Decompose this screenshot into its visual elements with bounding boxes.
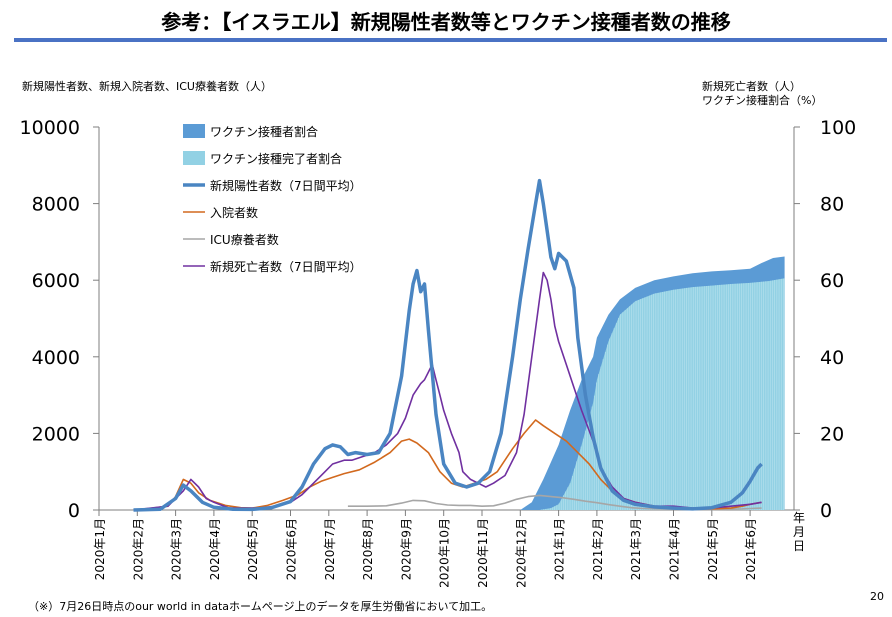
right-axis-tick-label: 20 <box>820 423 844 445</box>
x-axis-tick-label: 2021年3月 <box>629 518 643 580</box>
title-underline <box>14 38 887 42</box>
x-axis-tick-label: 2021年2月 <box>591 518 605 580</box>
x-axis-tick-label: 2020年6月 <box>285 518 299 580</box>
legend-swatch <box>183 124 205 138</box>
page-number: 20 <box>870 590 884 603</box>
left-axis-caption: 新規陽性者数、新規入院者数、ICU療養者数（人） <box>22 80 272 93</box>
x-axis-tick-label: 2020年12月 <box>514 518 528 588</box>
right-axis-tick-label: 40 <box>820 347 844 369</box>
right-axis-tick-label: 80 <box>820 194 844 216</box>
x-axis-end-label-char: 月 <box>793 525 805 539</box>
page-title: 参考：【イスラエル】新規陽性者数等とワクチン接種者数の推移 <box>161 10 731 34</box>
left-axis-tick-label: 0 <box>68 500 80 522</box>
right-axis-caption: 新規死亡者数（人） ワクチン接種割合（%） <box>702 80 822 108</box>
legend-swatch <box>183 151 205 165</box>
left-axis-tick-label: 4000 <box>32 347 80 369</box>
left-axis-tick-label: 2000 <box>32 423 80 445</box>
x-axis-tick-label: 2021年5月 <box>706 518 720 580</box>
x-axis-end-label-char: 日 <box>793 539 805 553</box>
x-axis-tick-label: 2020年3月 <box>170 518 184 580</box>
legend-label: 新規死亡者数（7日間平均） <box>210 259 362 274</box>
legend-label: ICU療養者数 <box>210 232 279 247</box>
right-axis-tick-label: 0 <box>820 500 832 522</box>
left-axis-tick-label: 10000 <box>20 117 80 139</box>
x-axis-tick-label: 2021年4月 <box>668 518 682 580</box>
x-axis-tick-label: 2020年4月 <box>208 518 222 580</box>
x-axis-tick-label: 2021年1月 <box>553 518 567 580</box>
x-axis-tick-label: 2020年7月 <box>323 518 337 580</box>
x-axis-end-label-char: 年 <box>793 511 805 525</box>
legend-label: ワクチン接種者割合 <box>210 124 318 139</box>
x-axis-tick-label: 2020年5月 <box>246 518 260 580</box>
x-axis-tick-label: 2020年9月 <box>399 518 413 580</box>
legend-label: ワクチン接種完了者割合 <box>210 151 342 166</box>
legend-label: 入院者数 <box>210 205 258 220</box>
line-series-3 <box>133 178 763 512</box>
x-axis-tick-label: 2020年10月 <box>438 518 452 588</box>
x-axis-tick-label: 2020年1月 <box>93 518 107 580</box>
right-axis-caption-line-2: ワクチン接種割合（%） <box>702 94 823 107</box>
x-axis-tick-label: 2020年2月 <box>131 518 145 580</box>
x-axis-tick-label: 2020年11月 <box>476 518 490 588</box>
right-axis-caption-line-1: 新規死亡者数（人） <box>702 80 801 93</box>
left-axis-tick-label: 6000 <box>32 270 80 292</box>
x-axis-tick-label: 2020年8月 <box>361 518 375 580</box>
footnote: （※）7月26日時点のour world in dataホームページ上のデータを… <box>28 600 493 613</box>
left-axis-tick-label: 8000 <box>32 194 80 216</box>
legend-label: 新規陽性者数（7日間平均） <box>210 178 362 193</box>
x-axis-tick-label: 2021年6月 <box>744 518 758 580</box>
right-axis-tick-label: 60 <box>820 270 844 292</box>
right-axis-tick-label: 100 <box>820 117 856 139</box>
